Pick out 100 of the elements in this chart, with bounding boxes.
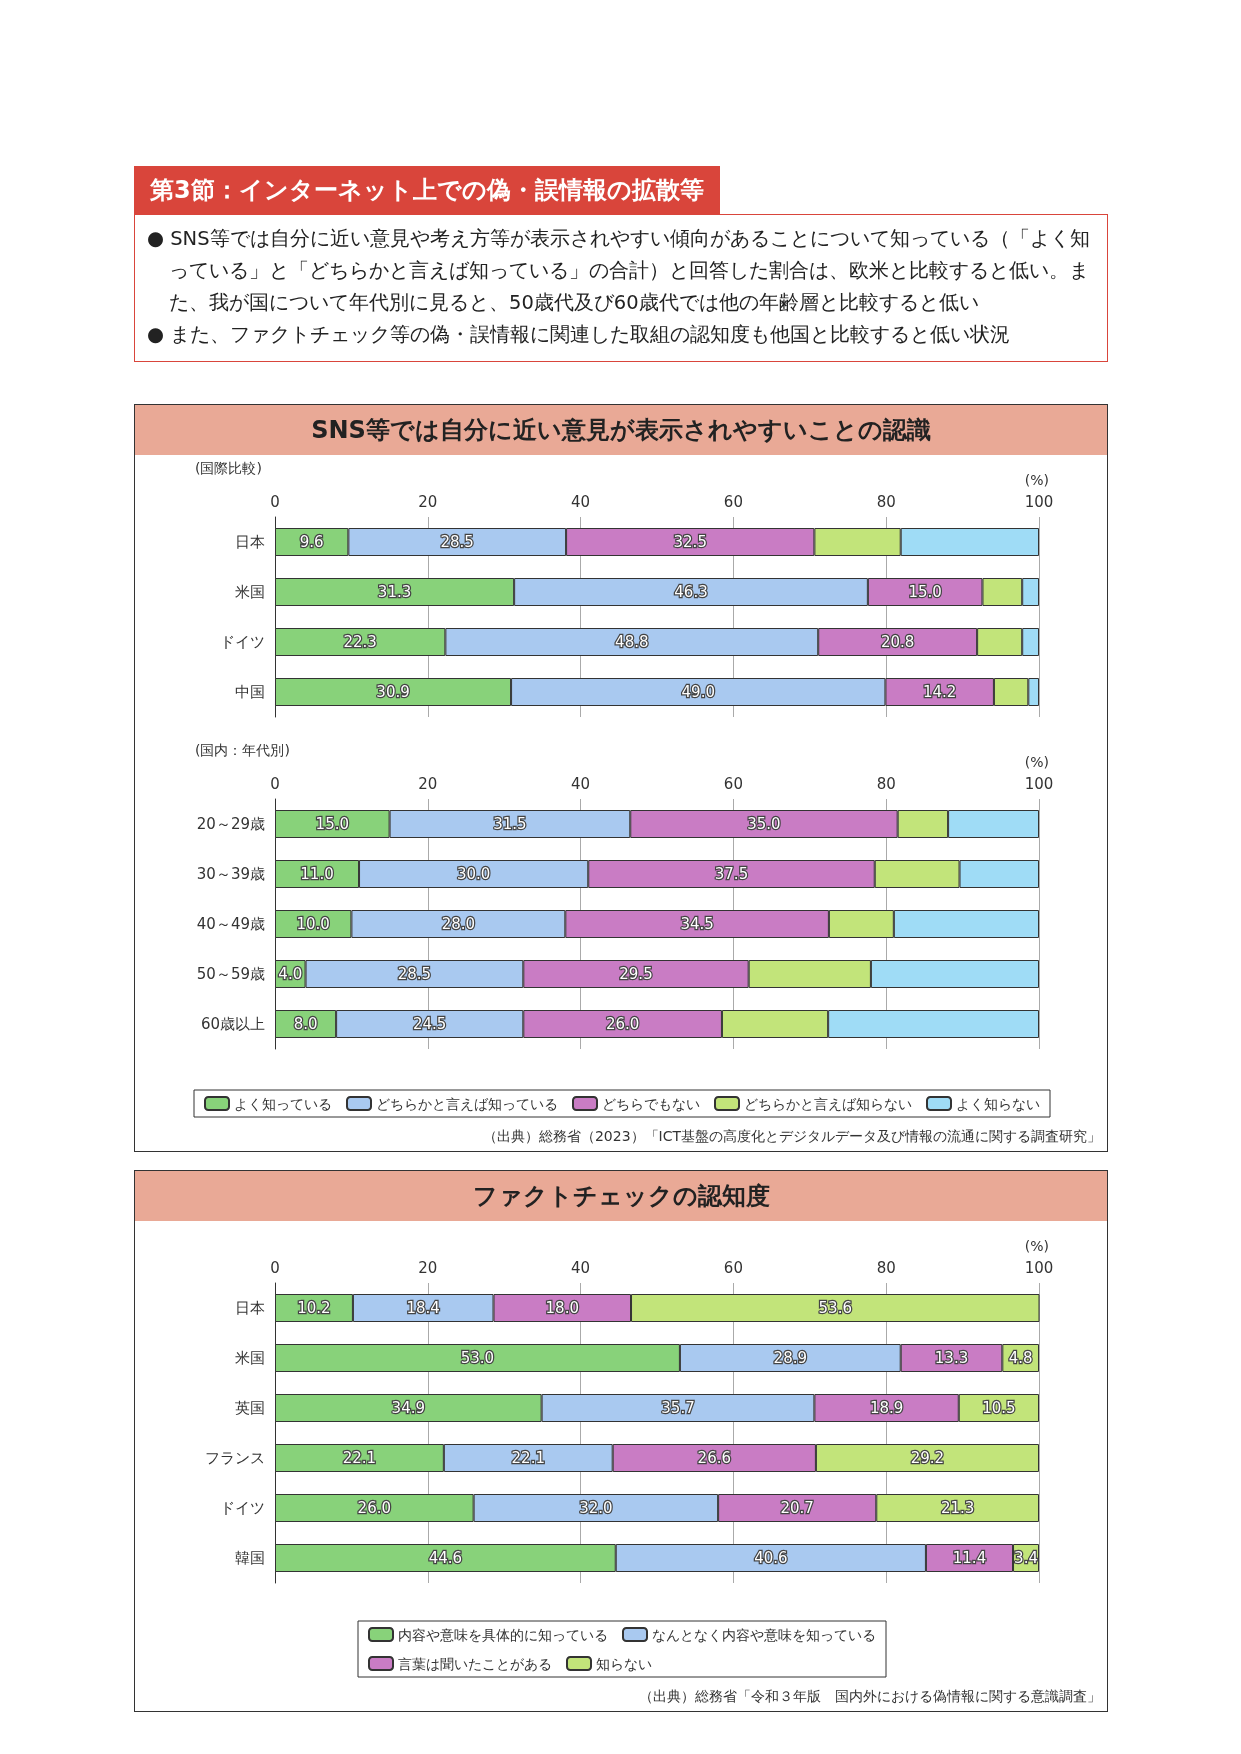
data-label: 10.5 [982, 1399, 1016, 1417]
legend-label: よく知っている [234, 1095, 332, 1112]
data-label: 11.4 [952, 1549, 987, 1567]
data-label: 26.6 [697, 1449, 731, 1467]
data-label: 49.0 [681, 683, 715, 701]
data-label: 3.4 [1014, 1549, 1038, 1567]
data-label: 11.0 [300, 865, 334, 883]
data-label: 40.6 [754, 1549, 788, 1567]
data-label: 24.5 [413, 1015, 447, 1033]
data-label: 20.8 [880, 633, 915, 651]
x-tick-label: 40 [571, 492, 591, 511]
y-tick-label: 中国 [235, 683, 265, 701]
legend-label: 内容や意味を具体的に知っている [398, 1626, 608, 1643]
data-label: 34.9 [391, 1399, 426, 1417]
data-label: 15.0 [315, 815, 349, 833]
y-tick-label: 日本 [235, 1299, 265, 1317]
chart-title: ファクトチェックの認知度 [135, 1171, 1107, 1221]
y-tick-label: 40～49歳 [196, 915, 265, 933]
legend-label: どちらかと言えば知らない [744, 1095, 912, 1112]
x-tick-label: 20 [418, 774, 438, 793]
data-label: 10.2 [297, 1299, 331, 1317]
y-tick-label: 30～39歳 [196, 865, 265, 883]
data-label: 28.5 [397, 965, 432, 983]
data-label: 10.0 [296, 915, 330, 933]
data-label: 37.5 [714, 865, 749, 883]
data-label: 14.2 [922, 683, 957, 701]
x-tick-label: 80 [876, 492, 896, 511]
data-label: 29.5 [619, 965, 653, 983]
text: （出典）総務省「令和３年版 国内外における偽情報に関する意識調査」 [639, 1688, 1101, 1704]
x-tick-label: 0 [270, 492, 280, 511]
y-tick-label: ドイツ [220, 633, 265, 651]
legend-label: なんとなく内容や意味を知っている [652, 1626, 876, 1643]
y-tick-label: ドイツ [220, 1499, 265, 1517]
chart-subtitle: (国際比較) [195, 460, 262, 476]
x-tick-label: 40 [571, 1258, 591, 1277]
data-label: 30.0 [456, 865, 491, 883]
x-tick-label: 100 [1024, 492, 1054, 511]
data-label: 22.3 [343, 633, 377, 651]
x-tick-label: 20 [418, 492, 438, 511]
x-tick-label: 40 [571, 774, 591, 793]
data-label: 18.0 [545, 1299, 579, 1317]
data-label: 35.0 [747, 815, 781, 833]
data-label: 53.6 [818, 1299, 852, 1317]
data-label: 31.3 [377, 583, 412, 601]
data-label: 26.0 [605, 1015, 640, 1033]
y-tick-label: 英国 [235, 1399, 265, 1417]
chart-subtitle: (国内：年代別) [195, 742, 290, 758]
data-label: 22.1 [511, 1449, 545, 1467]
x-axis-title: (%) [1024, 754, 1050, 770]
data-label: 32.5 [673, 533, 707, 551]
data-label: 48.8 [615, 633, 649, 651]
data-label: 4.0 [278, 965, 303, 983]
x-axis-title: (%) [1024, 472, 1050, 488]
data-label: 21.3 [940, 1499, 975, 1517]
data-label: 28.5 [440, 533, 474, 551]
data-label: 30.9 [376, 683, 410, 701]
x-tick-label: 100 [1024, 774, 1054, 793]
y-tick-label: 20～29歳 [196, 815, 265, 833]
data-label: 8.0 [293, 1015, 318, 1033]
y-tick-label: 米国 [235, 1349, 265, 1367]
data-label: 29.2 [910, 1449, 945, 1467]
text: 第3節：インターネット上での偽・誤情報の拡散等 [134, 166, 720, 214]
y-tick-label: 50～59歳 [196, 965, 265, 983]
text: ● SNS等では自分に近い意見や考え方等が表示されやすい傾向があることについて知っている（「よく知っている」と「どちらかと言えば知っている」の合計）と回答した割合は、欧米と比較すると低い。また、我が国について年代別に見ると、50歳代及び60歳代では他の年齢層と比較すると低い [147, 226, 1091, 316]
data-label: 4.8 [1008, 1349, 1033, 1367]
x-tick-label: 60 [723, 492, 743, 511]
data-label: 18.9 [869, 1399, 904, 1417]
data-label: 32.0 [579, 1499, 613, 1517]
legend-label: 知らない [596, 1655, 652, 1672]
chart-title: SNS等では自分に近い意見が表示されやすいことの認識 [135, 405, 1107, 455]
x-tick-label: 20 [418, 1258, 438, 1277]
data-label: 53.0 [460, 1349, 495, 1367]
y-tick-label: 韓国 [235, 1549, 265, 1567]
data-label: 34.5 [680, 915, 714, 933]
text: （出典）総務省（2023）「ICT基盤の高度化とデジタルデータ及び情報の流通に関する調査研究」 [482, 1128, 1102, 1144]
x-tick-label: 0 [270, 1258, 280, 1277]
data-label: 22.1 [342, 1449, 377, 1467]
data-label: 26.0 [357, 1499, 392, 1517]
data-label: 18.4 [406, 1299, 440, 1317]
text: ● また、ファクトチェック等の偽・誤情報に関連した取組の認知度も他国と比較すると低い状況 [147, 322, 1012, 348]
data-label: 35.7 [661, 1399, 695, 1417]
data-label: 31.5 [493, 815, 527, 833]
data-label: 46.3 [674, 583, 708, 601]
data-label: 44.6 [428, 1549, 463, 1567]
data-label: 28.0 [441, 915, 476, 933]
data-label: 28.9 [773, 1349, 808, 1367]
x-tick-label: 60 [723, 1258, 743, 1277]
legend-label: どちらかと言えば知っている [376, 1095, 558, 1112]
x-tick-label: 60 [723, 774, 743, 793]
data-label: 20.7 [780, 1499, 814, 1517]
data-label: 15.0 [908, 583, 942, 601]
legend-label: よく知らない [956, 1095, 1040, 1112]
y-tick-label: 日本 [235, 533, 265, 551]
y-tick-label: 米国 [235, 583, 265, 601]
legend-label: 言葉は聞いたことがある [398, 1655, 552, 1672]
x-tick-label: 0 [270, 774, 280, 793]
legend-label: どちらでもない [602, 1095, 700, 1112]
data-label: 13.3 [934, 1349, 969, 1367]
y-tick-label: フランス [205, 1449, 265, 1467]
x-tick-label: 100 [1024, 1258, 1054, 1277]
